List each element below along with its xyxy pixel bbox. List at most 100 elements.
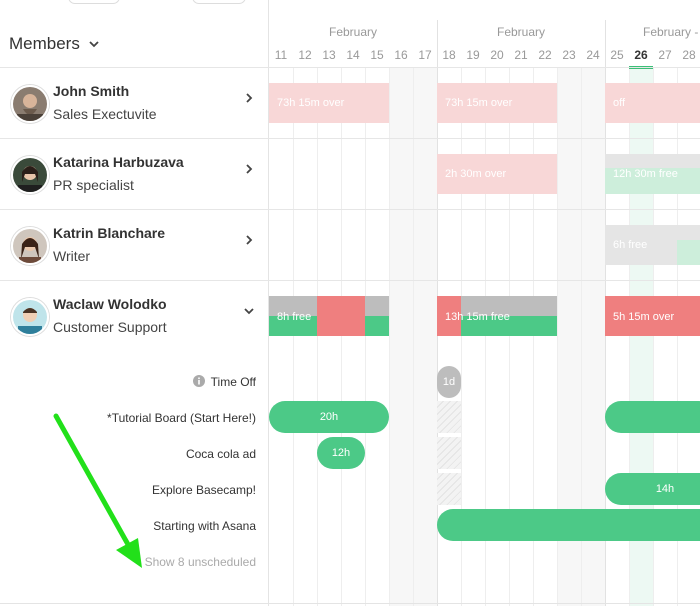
grid-line [629,68,630,606]
day-number: 13 [322,48,336,62]
top-control-stub[interactable] [68,0,120,4]
time-off-hatch [437,401,461,433]
top-control-stub[interactable] [192,0,246,4]
chevron-right-icon[interactable] [243,92,255,104]
month-label: February [329,25,378,39]
task-pill[interactable] [437,509,700,541]
capacity-seg [461,316,557,336]
time-off-pill[interactable]: 1d [437,366,461,398]
grid-line [389,68,390,606]
grid-line [413,68,414,606]
capacity-seg [365,316,389,336]
grid-line [653,68,654,606]
capacity-seg [437,296,461,336]
grid-line [557,68,558,606]
capacity-bar[interactable] [437,154,557,194]
capacity-label: 73h 15m over [277,97,345,109]
day-number: 14 [346,48,360,62]
task-pill[interactable]: 14h [605,473,700,505]
grid-line [365,68,366,606]
avatar [11,156,49,194]
grid-line [533,68,534,606]
grid-line [317,68,318,606]
capacity-seg [365,296,389,316]
day-number: 23 [562,48,576,62]
avatar [11,85,49,123]
task-label-time-off: Time Off [210,375,256,389]
task-pill[interactable]: 20h [269,401,389,433]
day-number: 27 [658,48,672,62]
capacity-bar[interactable] [605,296,700,336]
grid-line [677,68,678,606]
day-number: 22 [538,48,552,62]
member-role: Writer [53,248,91,264]
capacity-seg [317,296,365,336]
member-role: Sales Exectuvite [53,106,157,122]
capacity-label: 73h 15m over [445,97,513,109]
grid-line [293,68,294,606]
grid-line [581,68,582,606]
day-number: 18 [442,48,456,62]
show-unscheduled-link[interactable]: Show 8 unscheduled [144,555,256,569]
time-off-hatch [437,437,461,469]
task-label[interactable]: Starting with Asana [153,519,256,533]
green-arrow-annotation [53,413,142,568]
task-label[interactable]: Coca cola ad [185,447,256,461]
day-number: 21 [514,48,528,62]
avatar [11,227,49,265]
task-pill[interactable]: 12h [317,437,365,469]
capacity-seg [269,316,317,336]
row-divider [0,280,700,281]
capacity-label: 8h free [277,311,312,323]
day-number: 24 [586,48,600,62]
task-label[interactable]: *Tutorial Board (Start Here!) [107,411,256,425]
time-off-hatch [437,473,461,505]
capacity-seg [461,296,557,316]
grid-line [485,68,486,606]
task-pill[interactable] [605,401,700,433]
day-number: 11 [274,48,288,62]
chevron-right-icon[interactable] [243,234,255,246]
bottom-divider [0,603,700,604]
month-label: February - [643,25,699,39]
avatar [11,298,49,336]
capacity-bar[interactable] [605,83,700,123]
capacity-seg [269,296,317,316]
member-name: Waclaw Wolodko [53,296,167,312]
grid-line [509,68,510,606]
capacity-label: 6h free [613,239,648,251]
member-role: Customer Support [53,319,167,335]
capacity-bar-fill [677,240,700,265]
day-number: 17 [418,48,432,62]
info-icon[interactable] [193,375,205,387]
members-title: Members [9,34,80,53]
member-name: John Smith [53,83,130,99]
member-name: Katarina Harbuzava [53,154,184,170]
grid-line [341,68,342,606]
day-number: 26 [634,48,648,62]
chevron-down-icon[interactable] [243,305,255,317]
day-number: 25 [610,48,624,62]
chevron-down-icon[interactable] [88,38,100,50]
member-row-waclaw[interactable]: Waclaw Wolodko Customer Support [0,281,268,351]
chevron-right-icon[interactable] [243,163,255,175]
header-divider [0,67,700,68]
capacity-label: 2h 30m over [445,168,507,180]
row-divider [0,138,700,139]
day-number: 20 [490,48,504,62]
member-row-katrin[interactable]: Katrin Blanchare Writer [0,210,268,280]
grid-line [461,68,462,606]
capacity-bar[interactable] [437,83,557,123]
member-role: PR specialist [53,177,134,193]
capacity-bar[interactable] [605,168,700,194]
task-label[interactable]: Explore Basecamp! [151,483,256,497]
member-name: Katrin Blanchare [53,225,166,241]
capacity-bar[interactable] [269,83,389,123]
day-number: 15 [370,48,384,62]
sidebar-divider [268,0,269,606]
member-row-john[interactable]: John Smith Sales Exectuvite [0,68,268,138]
members-header[interactable]: Members [0,20,268,68]
day-number: 16 [394,48,408,62]
day-number: 12 [298,48,312,62]
member-row-katarina[interactable]: Katarina Harbuzava PR specialist [0,139,268,209]
